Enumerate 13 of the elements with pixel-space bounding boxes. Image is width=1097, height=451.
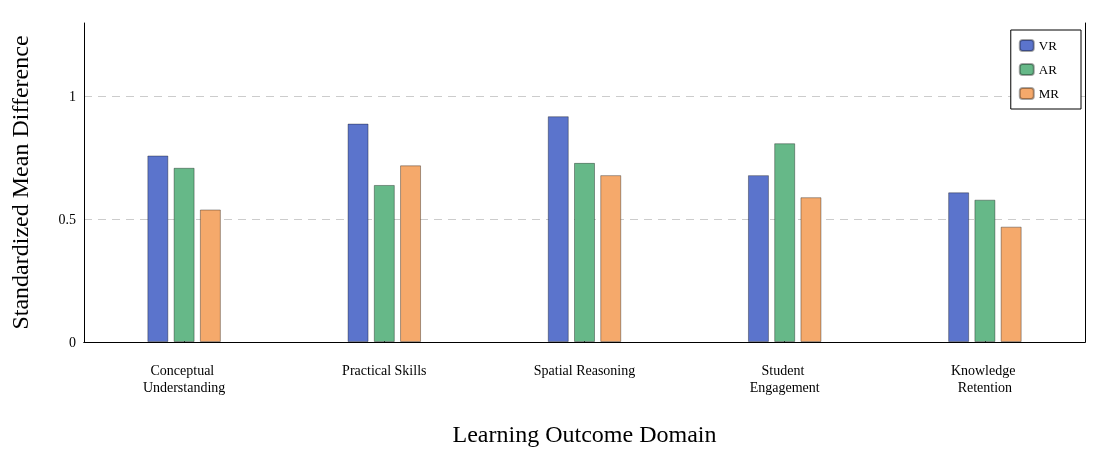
y-tick-label: 0 [69,334,76,350]
legend-label: AR [1038,62,1058,77]
y-tick-label: 0.5 [58,211,76,227]
legend-label: MR [1038,86,1060,101]
x-axis-title: Learning Outcome Domain [452,421,717,447]
x-tick-label: Practical Skills [342,363,427,378]
y-axis-title: Standardized Mean Difference [7,35,33,330]
y-tick-label: 1 [69,89,76,105]
legend-label: VR [1038,38,1058,53]
x-tick-label: Conceptual Understanding [142,363,226,395]
x-tick-label: Spatial Reasoning [533,363,636,378]
x-tick-label: Knowledge Retention [950,363,1019,395]
x-tick-label: Student Engagement [749,363,820,395]
